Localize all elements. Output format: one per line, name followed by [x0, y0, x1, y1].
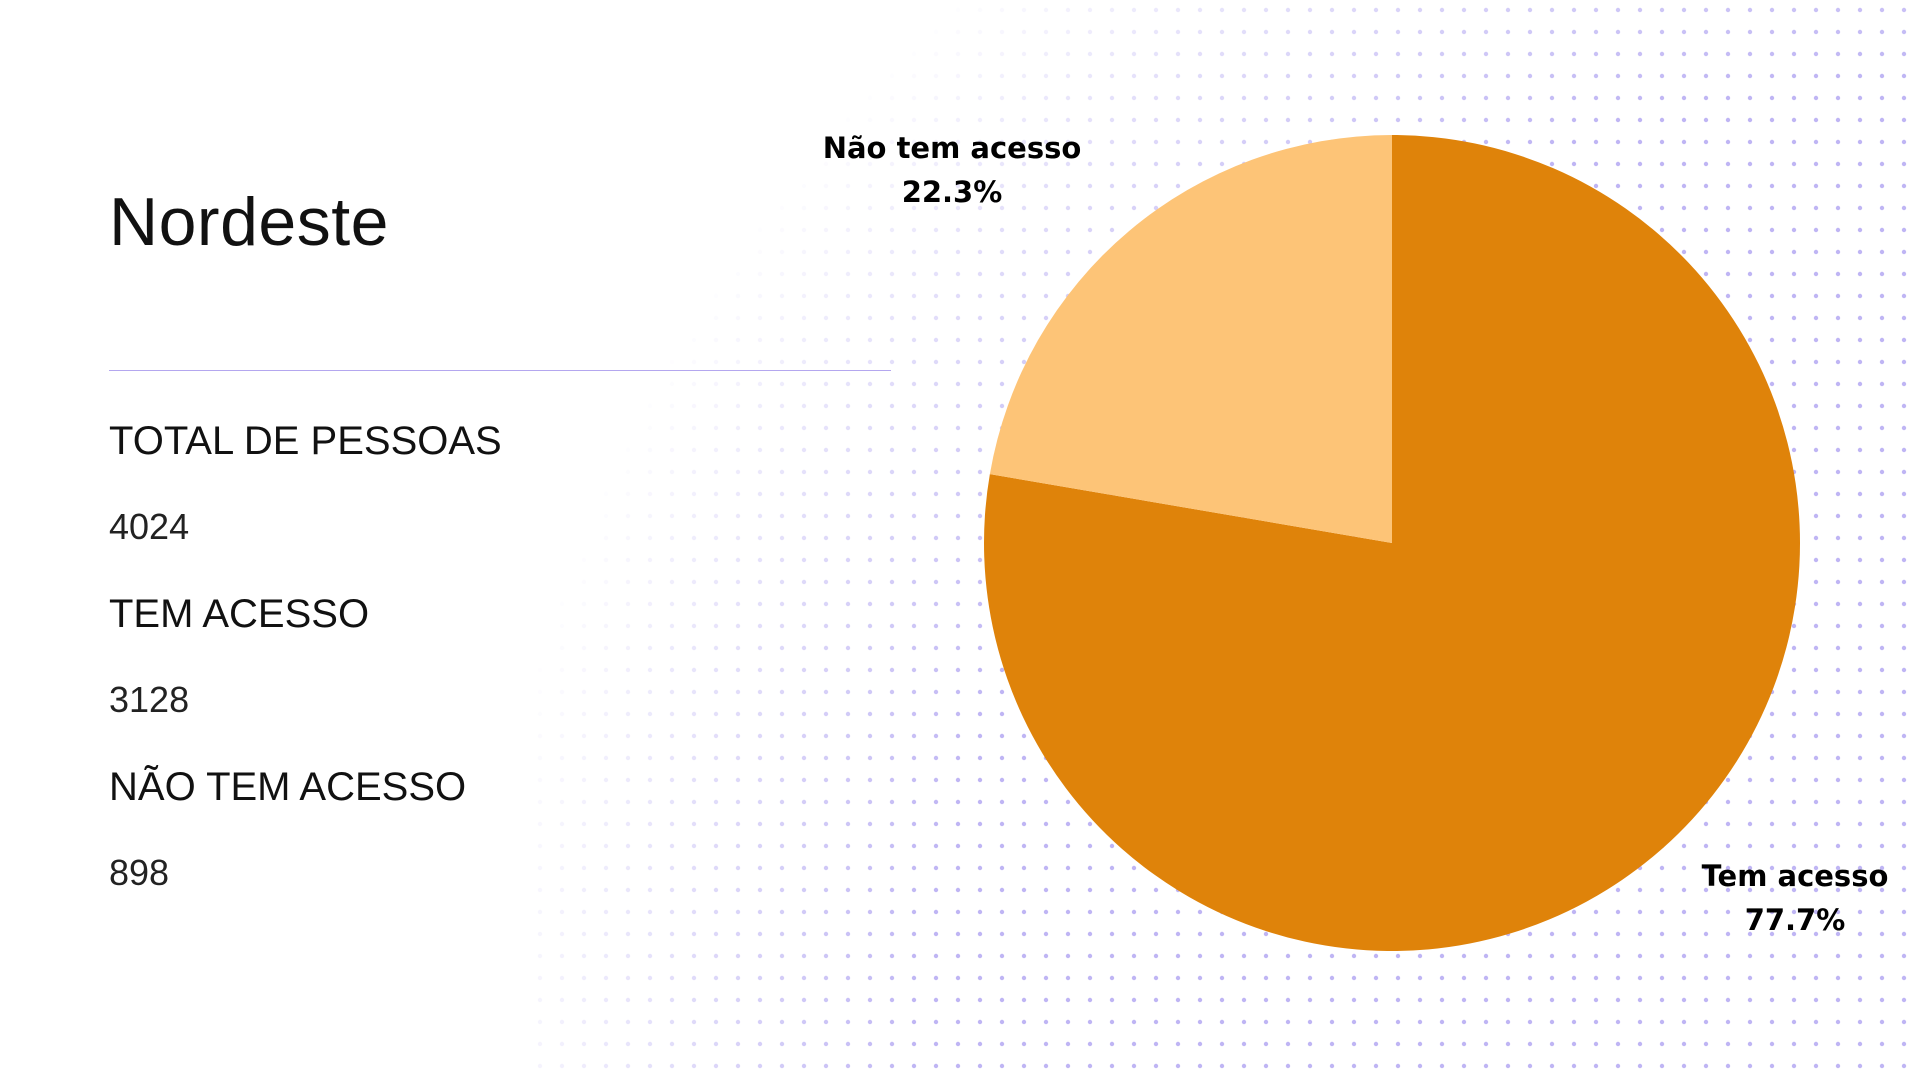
pie-slice-tem-acesso: [984, 135, 1801, 952]
pie-slice-n-o-tem-acesso: [989, 135, 1392, 543]
total-people-value: 4024: [109, 506, 190, 547]
has-access-value: 3128: [109, 679, 190, 720]
no-access-value: 898: [109, 852, 170, 893]
slice-percent-label: 77.7%: [1745, 903, 1846, 937]
slice-label: Tem acesso: [1702, 859, 1889, 893]
page-title: Nordeste: [109, 184, 389, 260]
title-divider: [109, 370, 891, 371]
has-access-label: TEM ACESSO: [109, 592, 370, 636]
slice-percent-label: 22.3%: [902, 175, 1003, 209]
total-people-label: TOTAL DE PESSOAS: [109, 419, 502, 463]
slice-label: Não tem acesso: [823, 131, 1082, 165]
no-access-label: NÃO TEM ACESSO: [109, 765, 467, 809]
